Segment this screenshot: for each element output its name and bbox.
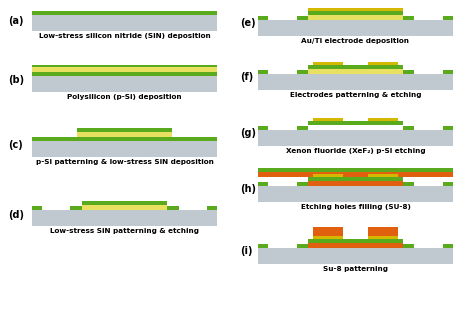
Bar: [308, 65, 403, 69]
Bar: [82, 201, 167, 205]
Bar: [308, 11, 403, 15]
Bar: [258, 182, 268, 186]
Bar: [368, 236, 398, 239]
Bar: [32, 141, 217, 157]
Bar: [313, 227, 343, 236]
Bar: [207, 206, 217, 210]
Bar: [308, 181, 403, 186]
Bar: [443, 182, 453, 186]
Bar: [403, 244, 414, 248]
Bar: [368, 118, 398, 121]
Text: Su-8 patterning: Su-8 patterning: [323, 266, 388, 272]
Text: (b): (b): [8, 75, 24, 85]
Bar: [258, 74, 453, 90]
Bar: [258, 130, 453, 146]
Bar: [297, 182, 308, 186]
Bar: [308, 121, 403, 125]
Bar: [297, 16, 308, 20]
Bar: [70, 206, 82, 210]
Bar: [368, 227, 398, 236]
Text: Au/Ti electrode deposition: Au/Ti electrode deposition: [301, 38, 410, 44]
Bar: [32, 11, 217, 15]
Bar: [297, 126, 308, 130]
Bar: [258, 248, 453, 264]
Bar: [308, 15, 403, 20]
Bar: [443, 70, 453, 74]
Bar: [308, 239, 403, 243]
Bar: [258, 168, 453, 177]
Bar: [258, 168, 453, 172]
Bar: [308, 177, 403, 181]
Bar: [313, 62, 343, 65]
Text: (c): (c): [8, 140, 23, 150]
Bar: [443, 16, 453, 20]
Bar: [313, 118, 343, 121]
Bar: [403, 182, 414, 186]
Bar: [167, 206, 179, 210]
Text: Xenon fluoride (XeF₂) p-Si etching: Xenon fluoride (XeF₂) p-Si etching: [286, 148, 425, 154]
Bar: [82, 205, 167, 210]
Bar: [77, 128, 172, 132]
Text: Low-stress silicon nitride (SiN) deposition: Low-stress silicon nitride (SiN) deposit…: [38, 33, 210, 39]
Bar: [32, 210, 217, 226]
Bar: [308, 69, 403, 74]
Bar: [32, 67, 217, 72]
Bar: [258, 186, 453, 202]
Text: Polysilicon (p-Si) deposition: Polysilicon (p-Si) deposition: [67, 94, 182, 100]
Text: (g): (g): [240, 128, 256, 138]
Text: (a): (a): [8, 16, 24, 26]
Bar: [77, 132, 172, 137]
Bar: [32, 72, 217, 76]
Bar: [308, 8, 403, 11]
Bar: [32, 206, 42, 210]
Bar: [258, 126, 268, 130]
Bar: [32, 15, 217, 31]
Text: p-Si patterning & low-stress SiN deposition: p-Si patterning & low-stress SiN deposit…: [36, 159, 213, 165]
Bar: [297, 70, 308, 74]
Bar: [258, 70, 268, 74]
Text: (d): (d): [8, 210, 24, 220]
Bar: [32, 137, 217, 141]
Text: Etching holes filling (SU-8): Etching holes filling (SU-8): [301, 204, 410, 210]
Bar: [443, 244, 453, 248]
Text: Electrodes patterning & etching: Electrodes patterning & etching: [290, 92, 421, 98]
Bar: [297, 244, 308, 248]
Bar: [32, 65, 217, 67]
Bar: [403, 16, 414, 20]
Bar: [308, 243, 403, 248]
Text: Low-stress SiN patterning & etching: Low-stress SiN patterning & etching: [50, 228, 199, 234]
Bar: [32, 76, 217, 92]
Bar: [403, 126, 414, 130]
Bar: [313, 236, 343, 239]
Text: (i): (i): [240, 246, 253, 256]
Bar: [258, 16, 268, 20]
Bar: [368, 174, 398, 177]
Text: (f): (f): [240, 72, 253, 82]
Bar: [258, 20, 453, 36]
Bar: [403, 70, 414, 74]
Text: (h): (h): [240, 184, 256, 194]
Text: (e): (e): [240, 18, 255, 28]
Bar: [443, 126, 453, 130]
Bar: [368, 62, 398, 65]
Bar: [313, 174, 343, 177]
Bar: [258, 244, 268, 248]
